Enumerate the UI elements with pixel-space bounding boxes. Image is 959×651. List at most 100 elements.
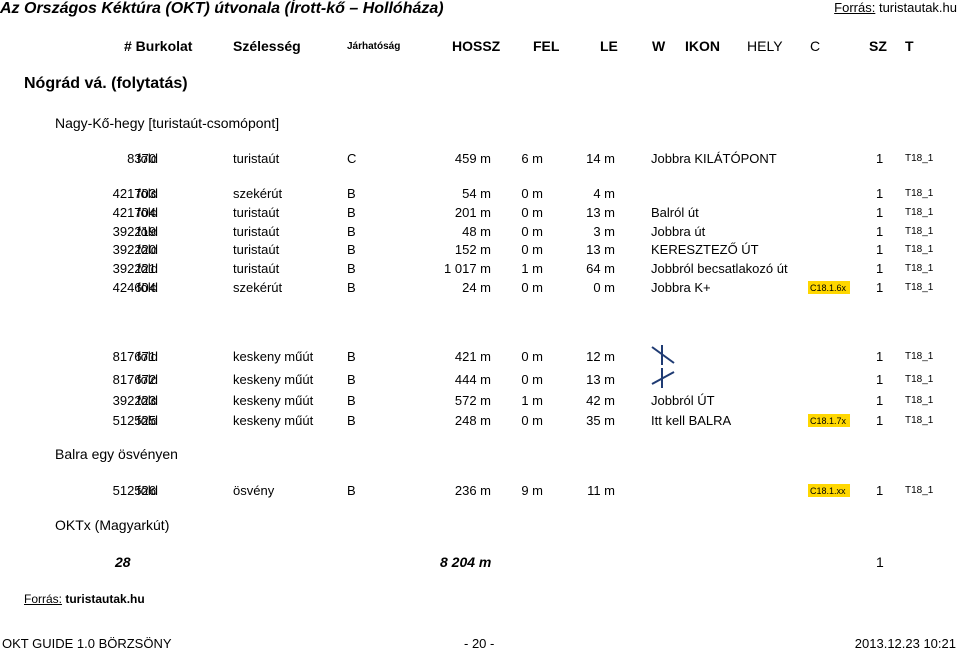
row-tn: T18_1 [905,282,934,293]
table-row: 421703 föld szekérút B 54 m 0 m 4 m 1 T18_1 [0,186,959,204]
row-surface: föld [137,151,158,166]
row-length: 201 m [454,205,491,220]
col-t: T [905,38,914,54]
row-width: B [347,393,356,408]
row-tn: T18_1 [905,244,934,255]
row-id: 392219 [112,224,156,239]
row-width: B [347,261,356,276]
row-length: 459 m [454,151,491,166]
row-down: 35 m [586,413,615,428]
row-code: C18.1.xx [808,484,850,497]
row-type: szekérút [233,280,283,295]
row-up: 0 m [521,224,543,239]
row-down: 64 m [586,261,615,276]
row-note: Jobbról becsatlakozó út [651,261,788,276]
row-note: Jobbra út [651,224,706,239]
row-length: 572 m [454,393,491,408]
table-row: 817672 föld keskeny műút B 444 m 0 m 13 m 1 T18_… [0,368,959,390]
row-one: 1 [876,349,884,364]
row-surface: föld [137,186,158,201]
table-row: 512526 föld ösvény B 236 m 9 m 11 m C18.1.xx 1 T1… [0,483,959,501]
row-width: B [347,483,356,498]
col-icon: IKON [685,38,720,54]
row-width: B [347,413,356,428]
row-width: B [347,186,356,201]
row-tn: T18_1 [905,263,934,274]
row-one: 1 [876,280,884,295]
no-entry-sign-icon [651,345,675,365]
source-bottom-label[interactable]: Forrás: [24,592,63,606]
row-surface: föld [137,280,158,295]
row-id: 392220 [112,242,156,257]
row-tn: T18_1 [905,207,934,218]
source-bottom: Forrás: turistautak.hu [24,592,145,606]
row-tn: T18_1 [905,351,934,362]
row-type: turistaút [233,261,280,276]
row-length: 444 m [454,372,491,387]
row-surface: föld [137,393,158,408]
table-row: 392220 föld turistaút B 152 m 0 m 13 m KERESZTE… [0,242,959,260]
row-id: 392221 [112,261,156,276]
row-surface: föld [137,261,158,276]
row-one: 1 [876,151,884,166]
row-type: keskeny műút [233,413,314,428]
row-up: 0 m [521,280,543,295]
row-type: turistaút [233,205,280,220]
total-count: 28 [115,554,131,570]
row-length: 54 m [462,186,491,201]
row-tn: T18_1 [905,395,934,406]
row-width: C [347,151,357,166]
row-one: 1 [876,413,884,428]
row-type: ösvény [233,483,275,498]
row-length: 248 m [454,413,491,428]
total-one: 1 [876,554,884,570]
section-nagy-ko: Nagy-Kő-hegy [turistaút-csomópont] [55,115,280,131]
row-note: Jobbra KILÁTÓPONT [651,151,777,166]
row-up: 0 m [521,349,543,364]
row-up: 0 m [521,413,543,428]
row-id: 512525 [112,413,156,428]
row-surface: föld [137,372,158,387]
row-length: 24 m [462,280,491,295]
source-label[interactable]: Forrás: [834,0,876,15]
row-up: 6 m [521,151,543,166]
col-passability: Járhatóság [347,41,401,52]
row-note: Balról út [651,205,699,220]
row-up: 0 m [521,372,543,387]
section-balra: Balra egy ösvényen [55,446,178,462]
source-top: Forrás: turistautak.hu [834,0,957,15]
row-type: szekérút [233,186,283,201]
table-row: 424604 föld szekérút B 24 m 0 m 0 m Jobbra K+ C1… [0,280,959,298]
row-code: C18.1.6x [808,281,851,294]
table-row: 392219 föld turistaút B 48 m 0 m 3 m Jobbra út 1… [0,224,959,242]
row-width: B [347,349,356,364]
row-id: 392223 [112,393,156,408]
col-width: Szélesség [233,38,301,54]
row-width: B [347,205,356,220]
row-tn: T18_1 [905,188,934,199]
col-place: HELY [747,38,783,54]
table-row: 392221 föld turistaút B 1 017 m 1 m 64 m Jobbró… [0,261,959,279]
row-tn: T18_1 [905,415,934,426]
row-up: 1 m [521,261,543,276]
table-row: 512525 föld keskeny műút B 248 m 0 m 35 m Itt k… [0,413,959,431]
row-width: B [347,280,356,295]
row-length: 48 m [462,224,491,239]
row-id: 421704 [112,205,156,220]
row-one: 1 [876,372,884,387]
row-width: B [347,372,356,387]
row-length: 421 m [454,349,491,364]
footer-datetime: 2013.12.23 10:21 [854,636,956,651]
row-tn: T18_1 [905,374,934,385]
no-entry-sign-icon [651,368,675,388]
row-length: 236 m [454,483,491,498]
row-id: 817672 [112,372,156,387]
row-tn: T18_1 [905,153,934,164]
source-bottom-site: turistautak.hu [65,592,145,606]
footer-left: OKT GUIDE 1.0 BÖRZSÖNY [2,636,172,651]
row-tn: T18_1 [905,485,934,496]
total-length: 8 204 m [440,554,492,570]
page-title: Az Országos Kéktúra (OKT) útvonala (Írot… [0,0,444,17]
row-one: 1 [876,205,884,220]
col-num-surface: # Burkolat [124,38,193,54]
